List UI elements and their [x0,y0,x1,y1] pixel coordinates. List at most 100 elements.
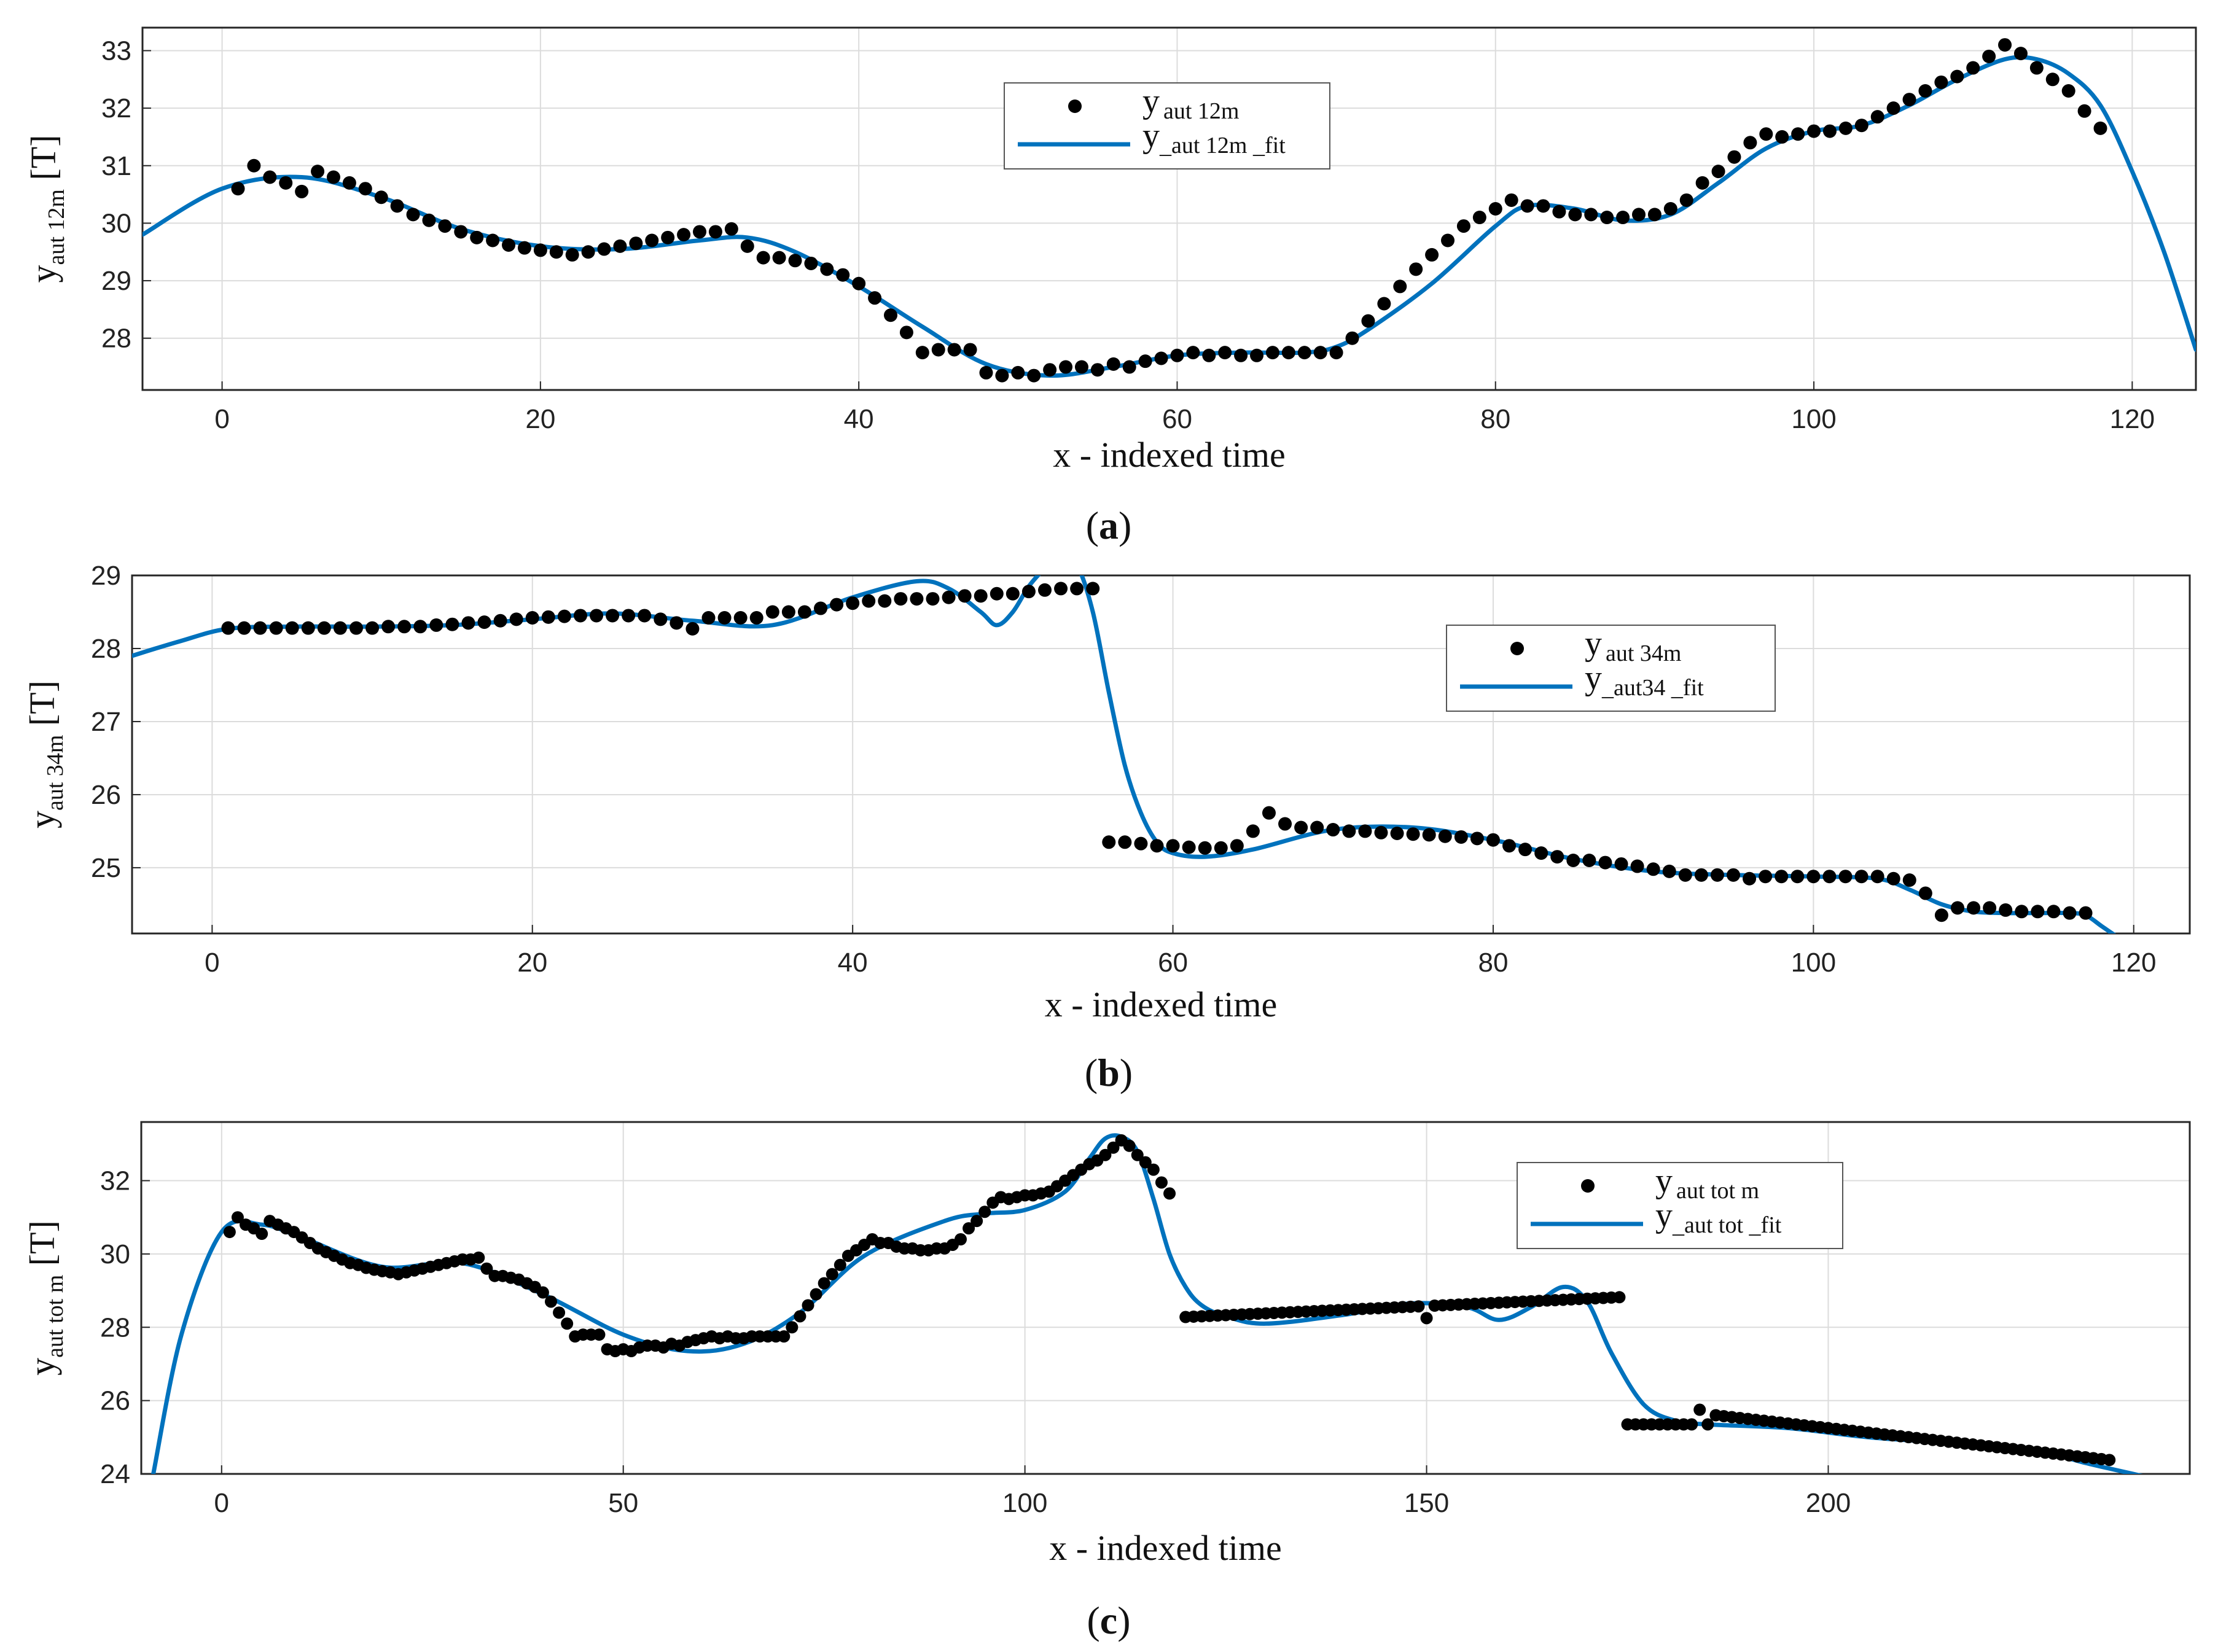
data-point-c-71 [794,1310,806,1323]
data-point-b-50 [1021,585,1036,599]
y-axis-label-sub-b: aut 34m [42,735,68,811]
data-point-a-103 [1870,110,1884,124]
data-point-b-76 [1438,829,1452,843]
data-point-b-46 [958,589,972,603]
y-axis-label-a: yaut 12m [T] [23,134,69,282]
data-point-c-113 [1131,1148,1144,1161]
data-point-b-42 [894,592,908,606]
data-point-a-16 [486,233,500,247]
data-point-b-17 [493,614,507,628]
data-point-a-54 [1090,363,1104,377]
data-point-c-41 [553,1306,566,1319]
data-point-b-10 [381,620,396,634]
data-point-c-116 [1155,1176,1168,1189]
data-point-a-18 [517,241,531,255]
data-point-a-32 [740,239,754,253]
data-point-b-116 [2079,906,2093,920]
data-point-a-90 [1663,202,1677,216]
data-point-c-109 [1099,1148,1112,1161]
data-point-a-68 [1313,346,1327,360]
x-tick-label-b-0: 0 [205,948,219,978]
data-point-b-64 [1246,824,1260,838]
data-point-c-46 [593,1328,606,1341]
data-point-a-33 [756,251,770,265]
data-point-b-49 [1006,586,1020,601]
data-point-b-79 [1486,833,1500,847]
data-point-b-14 [445,617,459,631]
data-point-a-85 [1584,208,1598,222]
data-point-b-11 [397,620,412,634]
data-point-b-63 [1230,839,1244,853]
data-point-b-74 [1406,827,1420,841]
data-point-b-59 [1166,839,1180,853]
data-point-a-49 [1011,365,1025,380]
data-point-b-21 [557,609,571,623]
data-point-a-84 [1568,208,1582,222]
data-point-a-23 [597,242,611,256]
data-point-b-103 [1870,870,1884,884]
data-point-a-114 [2045,72,2060,87]
y-axis-label-sub-a: aut 12m [44,189,69,265]
y-tick-label-c-28: 28 [100,1312,130,1342]
data-point-a-112 [2013,47,2028,61]
data-point-b-41 [878,594,892,608]
data-point-b-66 [1278,817,1292,831]
data-point-b-27 [654,612,668,626]
data-point-a-97 [1775,130,1789,144]
data-point-b-26 [638,609,652,623]
data-point-b-36 [797,605,811,619]
x-tick-label-a-80: 80 [1480,404,1510,434]
data-point-a-21 [565,247,579,262]
data-point-c-233 [2103,1454,2116,1467]
y-axis-label-unit-c: [T] [22,1220,62,1275]
legend-c: y aut tot my_aut tot _fit [1517,1162,1843,1249]
x-tick-label-c-100: 100 [1002,1488,1047,1518]
data-point-b-83 [1550,850,1564,864]
data-point-b-61 [1198,841,1212,855]
data-point-a-2 [263,170,277,184]
data-point-c-0 [223,1226,236,1239]
data-point-a-101 [1838,121,1853,135]
data-point-c-147 [1412,1300,1425,1313]
data-point-a-83 [1552,205,1566,219]
data-point-c-40 [545,1295,557,1308]
caption-b: (b) [1085,1051,1133,1094]
y-axis-label-c: yaut tot m [T] [22,1220,68,1376]
y-tick-label-b-25: 25 [91,853,121,883]
data-point-b-75 [1422,828,1436,842]
plot-frame-c [140,1121,2191,1475]
data-point-a-47 [979,365,993,380]
data-point-a-72 [1377,297,1391,311]
data-point-b-105 [1902,873,1916,887]
data-point-b-37 [814,601,828,615]
data-point-b-95 [1743,871,1757,886]
data-point-a-116 [2077,104,2091,118]
data-point-c-32 [480,1262,493,1275]
data-point-a-27 [661,230,675,244]
data-point-b-58 [1150,839,1164,853]
data-point-a-93 [1711,165,1725,179]
data-point-b-70 [1342,824,1356,838]
data-point-a-19 [533,243,547,257]
legend-marker-points-b [1510,642,1524,655]
data-point-a-104 [1886,101,1900,115]
data-point-a-28 [677,228,691,242]
x-tick-label-a-100: 100 [1791,404,1836,434]
panel-c-chart: 0 50 100 150 200 24 26 28 30 32 x - indexed time ya… [22,1121,2191,1568]
data-point-c-110 [1107,1141,1120,1154]
data-point-b-106 [1918,886,1932,900]
data-point-b-85 [1582,854,1596,868]
y-tick-label-b-29: 29 [91,561,121,591]
data-point-c-114 [1139,1156,1152,1169]
data-point-b-62 [1214,841,1228,855]
series-area-c [151,1133,2143,1474]
x-tick-label-b-80: 80 [1478,948,1508,978]
data-point-c-182 [1693,1403,1706,1416]
grid-lines-c [141,1122,2190,1475]
data-point-a-81 [1520,199,1534,213]
data-point-c-31 [472,1251,485,1264]
data-point-a-36 [804,256,818,270]
data-point-a-4 [295,184,309,198]
data-point-c-172 [1613,1291,1626,1304]
